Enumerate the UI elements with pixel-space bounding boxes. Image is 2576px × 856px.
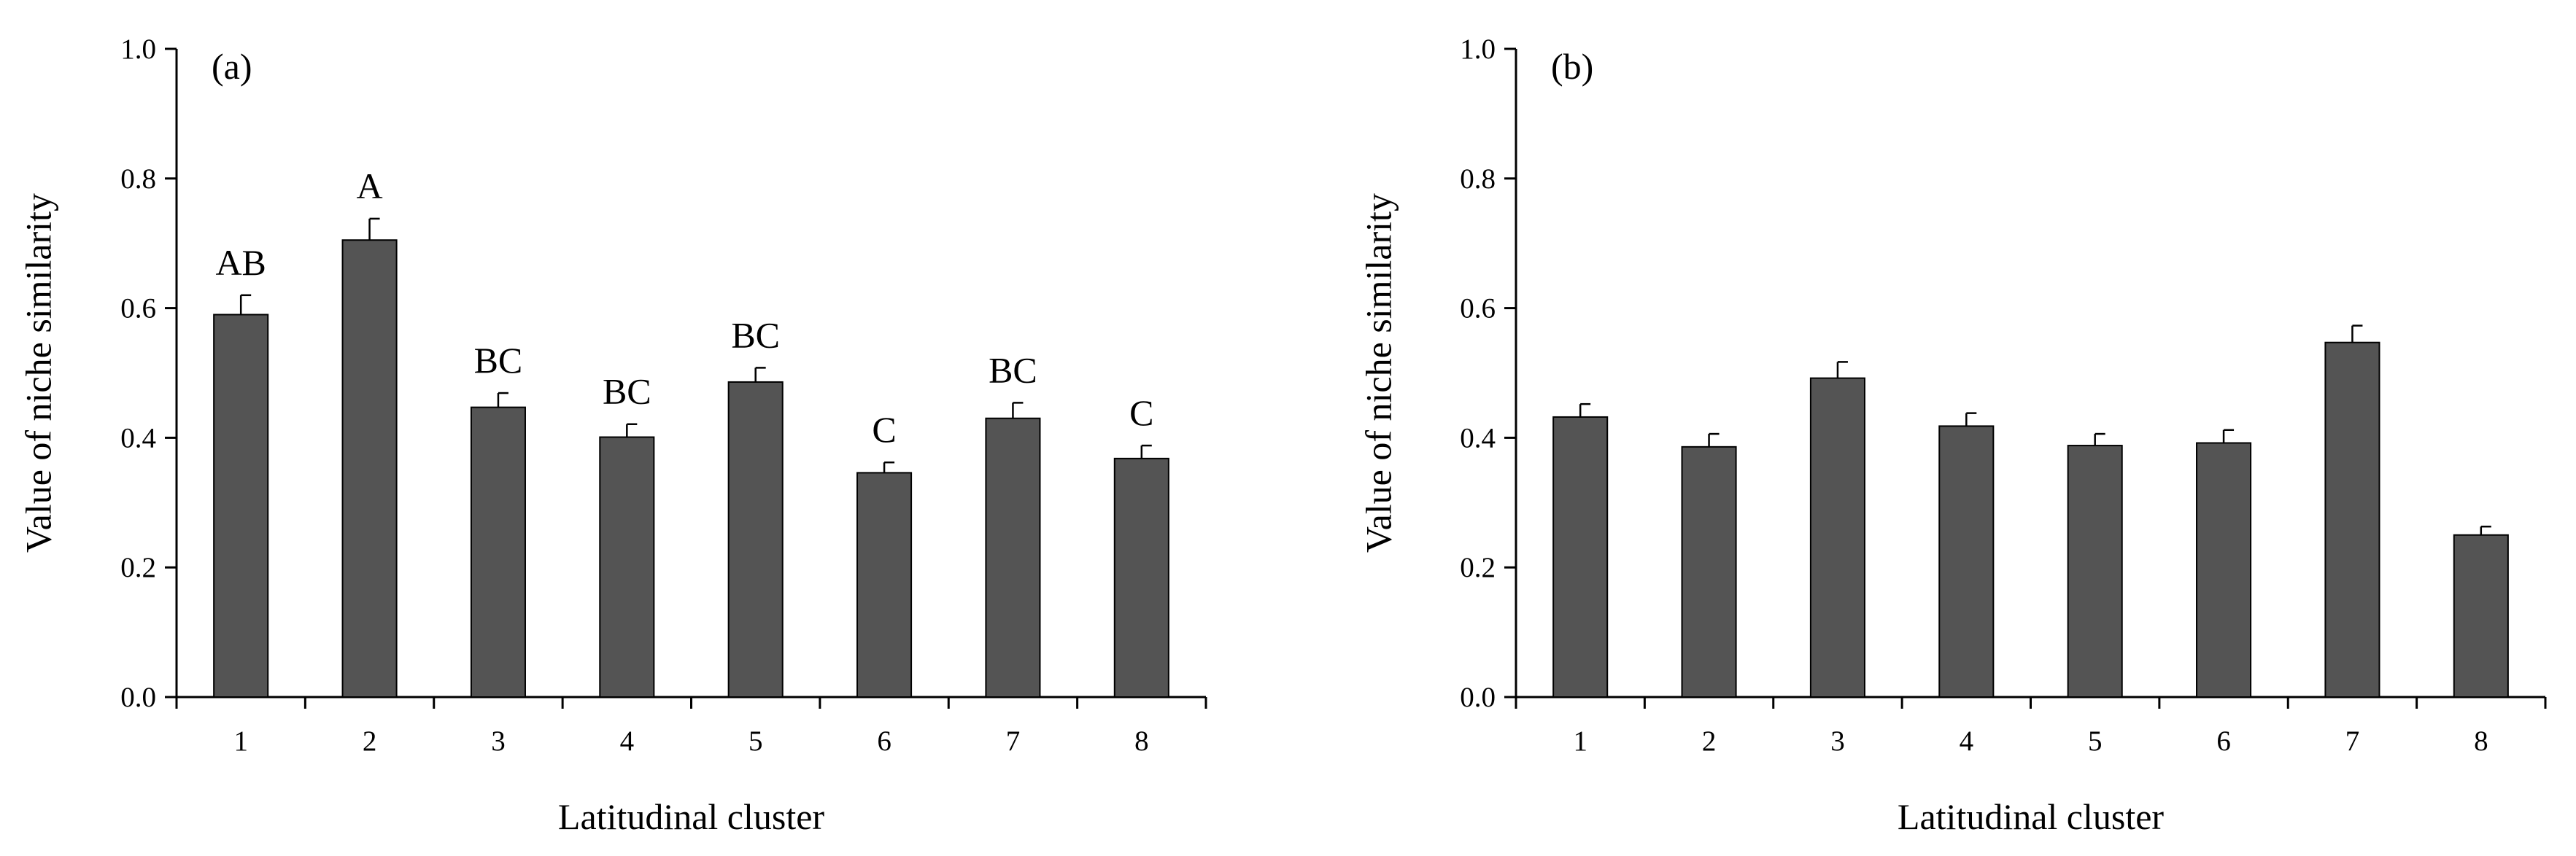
bar <box>727 381 784 698</box>
x-tick-label: 5 <box>2088 725 2103 757</box>
chart-panel-2: 0.0 0.2 0.4 0.6 0.8 1.0 1 2 3 4 5 6 7 8 (b) Latitudinal… <box>1358 34 2547 837</box>
bar <box>470 406 526 698</box>
y-axis-title: Value of niche similarity <box>18 193 58 553</box>
y-tick-label: 0.4 <box>1460 422 1496 454</box>
bar <box>2453 534 2509 698</box>
significance-label: BC <box>731 314 780 355</box>
chart-panel-1: 0.0 0.2 0.4 0.6 0.8 1.0 1 AB 2 A 3 BC 4 BC 5 BC 6 C 7 BC 8 C (… <box>18 34 1207 837</box>
x-axis-title: Latitudinal cluster <box>558 796 825 837</box>
y-tick-label: 1.0 <box>1460 34 1496 65</box>
x-tick-label: 8 <box>2474 725 2488 757</box>
significance-label: BC <box>603 371 651 412</box>
significance-label: A <box>357 166 383 206</box>
significance-label: BC <box>989 349 1037 390</box>
x-tick-label: 1 <box>1573 725 1587 757</box>
y-tick-label: 0.2 <box>1460 552 1496 583</box>
bar <box>1113 457 1169 699</box>
y-axis-title: Value of niche similarity <box>1358 193 1399 553</box>
bar <box>2324 341 2380 698</box>
y-tick-label: 0.6 <box>120 293 156 324</box>
y-tick-label: 0.8 <box>1460 163 1496 195</box>
y-tick-label: 0.8 <box>120 163 156 195</box>
bar <box>2067 445 2123 698</box>
bar <box>341 239 398 698</box>
y-tick-label: 0.2 <box>120 552 156 583</box>
x-tick-label: 2 <box>363 725 377 757</box>
bar <box>1809 377 1865 698</box>
x-tick-label: 4 <box>620 725 635 757</box>
bar <box>856 472 913 698</box>
x-tick-label: 6 <box>877 725 891 757</box>
bar <box>1938 425 1995 698</box>
y-tick-label: 0.0 <box>120 682 156 713</box>
x-tick-label: 8 <box>1134 725 1149 757</box>
x-tick-label: 3 <box>491 725 506 757</box>
significance-label: C <box>1129 392 1153 433</box>
y-tick-label: 0.0 <box>1460 682 1496 713</box>
x-tick-label: 7 <box>2345 725 2360 757</box>
x-tick-label: 6 <box>2216 725 2231 757</box>
bar <box>985 417 1041 698</box>
y-tick-label: 0.6 <box>1460 293 1496 324</box>
panel-label: (b) <box>1551 46 1593 87</box>
y-tick-label: 0.4 <box>120 422 156 454</box>
x-tick-label: 5 <box>749 725 763 757</box>
significance-label: C <box>872 409 896 450</box>
x-tick-label: 2 <box>1702 725 1717 757</box>
x-tick-label: 1 <box>233 725 248 757</box>
bar <box>1552 416 1609 699</box>
significance-label: AB <box>215 242 266 283</box>
significance-label: BC <box>474 340 523 381</box>
bar <box>213 314 269 698</box>
bar <box>1681 445 1737 698</box>
x-tick-label: 3 <box>1830 725 1845 757</box>
x-tick-label: 4 <box>1960 725 1974 757</box>
x-axis-title: Latitudinal cluster <box>1898 796 2165 837</box>
bar <box>2196 442 2252 699</box>
x-tick-label: 7 <box>1006 725 1021 757</box>
panel-label: (a) <box>212 46 252 87</box>
y-tick-label: 1.0 <box>120 34 156 65</box>
bar <box>599 436 655 698</box>
